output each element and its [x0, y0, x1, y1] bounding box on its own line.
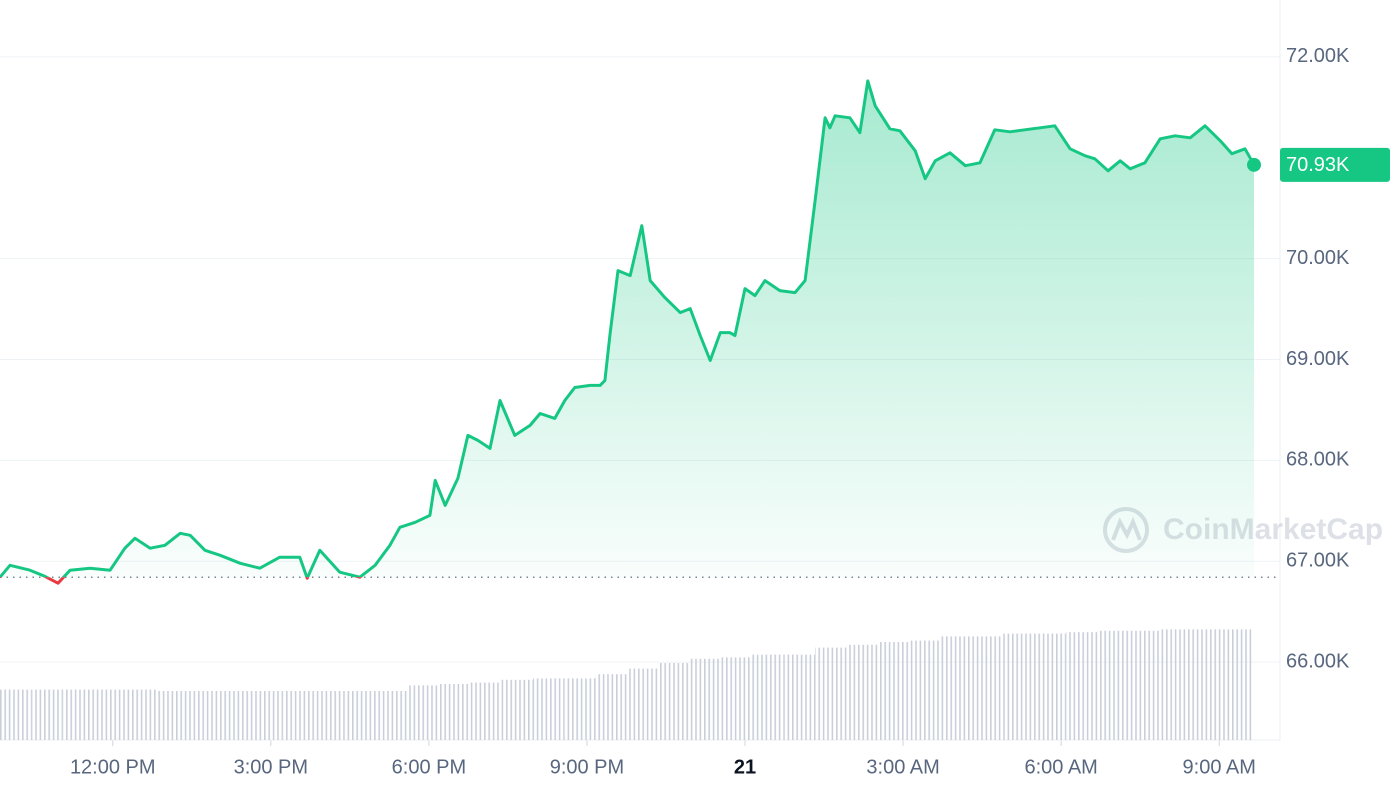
y-tick-label: 66.00K [1286, 650, 1350, 672]
volume-bar [31, 689, 63, 740]
volume-bar [783, 654, 816, 740]
volume-bar [532, 678, 565, 740]
volume-bar [376, 691, 408, 740]
volume-bar [156, 691, 189, 740]
volume-bar [438, 684, 471, 740]
volume-bar [909, 640, 941, 740]
volume-bar [752, 654, 784, 740]
volume-bar [564, 678, 596, 740]
volume-bar [344, 691, 377, 740]
volume-bar [470, 682, 502, 740]
y-tick-label: 70.00K [1286, 247, 1350, 269]
last-point [1247, 157, 1261, 172]
volume-bar [188, 691, 220, 740]
volume-bar [627, 668, 659, 740]
x-tick-label: 6:00 PM [392, 756, 466, 778]
volume-bar [250, 691, 283, 740]
volume-bar [313, 691, 345, 740]
volume-bar [971, 636, 1004, 740]
volume-bar [1191, 629, 1223, 740]
x-tick-label: 9:00 PM [550, 756, 624, 778]
volume-bar [1065, 632, 1098, 740]
volume-bar [1003, 633, 1035, 740]
volume-bar [94, 689, 126, 740]
y-tick-label: 67.00K [1286, 550, 1350, 572]
volume-bar [595, 674, 627, 740]
price-line [0, 79, 1256, 578]
x-tick-label: 3:00 PM [234, 756, 308, 778]
volume-bar [1128, 630, 1160, 740]
volume-bar [282, 691, 314, 740]
volume-bar [1034, 633, 1066, 740]
volume-bar [219, 691, 251, 740]
volume-bar [721, 657, 753, 740]
x-tick-label: 21 [734, 756, 756, 778]
price-tag-label: 70.93K [1286, 154, 1350, 176]
y-tick-label: 68.00K [1286, 449, 1350, 471]
volume-bar [125, 689, 157, 740]
volume-bar [877, 642, 910, 740]
volume-bar [815, 647, 847, 740]
volume-bar [0, 689, 32, 740]
volume-bar [846, 644, 878, 740]
y-tick-label: 72.00K [1286, 45, 1350, 67]
volume-bar [407, 685, 439, 740]
x-tick-label: 3:00 AM [866, 756, 939, 778]
x-tick-label: 12:00 PM [70, 756, 156, 778]
x-tick-label: 6:00 AM [1024, 756, 1097, 778]
x-tick-label: 9:00 AM [1183, 756, 1256, 778]
y-tick-label: 69.00K [1286, 348, 1350, 370]
volume-bar [1222, 629, 1254, 740]
volume-bar [658, 663, 690, 740]
price-tag [1280, 147, 1390, 182]
volume-bar [940, 636, 972, 740]
volume-bar [501, 679, 533, 740]
volume-bar [1097, 630, 1129, 740]
volume-bar [689, 658, 722, 740]
volume-bar [1159, 629, 1192, 740]
area [0, 80, 1254, 584]
volume-bar [62, 689, 95, 740]
